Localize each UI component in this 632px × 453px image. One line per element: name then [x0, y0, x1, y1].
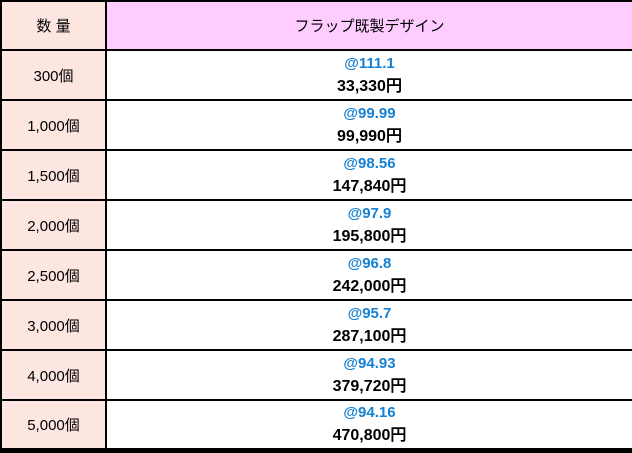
table-row: 2,000個 @97.9 195,800円 — [0, 199, 632, 251]
unit-price: @95.7 — [347, 305, 392, 322]
quantity-cell: 2,500個 — [0, 249, 107, 301]
quantity-cell: 300個 — [0, 49, 107, 101]
quantity-cell: 4,000個 — [0, 349, 107, 401]
unit-price: @111.1 — [344, 55, 395, 72]
table-row: 3,000個 @95.7 287,100円 — [0, 299, 632, 351]
unit-price: @97.9 — [347, 205, 392, 222]
unit-price: @94.16 — [343, 404, 396, 422]
price-cell: @94.93 379,720円 — [105, 349, 632, 401]
price-cell: @111.1 33,330円 — [105, 49, 632, 101]
total-price: 379,720円 — [332, 378, 407, 395]
total-price: 470,800円 — [332, 427, 407, 445]
unit-price: @96.8 — [347, 255, 392, 272]
total-price: 99,990円 — [337, 128, 402, 145]
table-header-row: 数 量 フラップ既製デザイン — [0, 0, 632, 51]
table-row: 1,000個 @99.99 99,990円 — [0, 99, 632, 151]
unit-price: @94.93 — [343, 355, 396, 372]
total-price: 147,840円 — [332, 178, 407, 195]
price-cell: @96.8 242,000円 — [105, 249, 632, 301]
quantity-cell: 3,000個 — [0, 299, 107, 351]
total-price: 33,330円 — [337, 78, 402, 95]
quantity-cell: 2,000個 — [0, 199, 107, 251]
price-cell: @94.16 470,800円 — [105, 399, 632, 451]
quantity-cell: 1,500個 — [0, 149, 107, 201]
quantity-cell: 5,000個 — [0, 399, 107, 451]
price-cell: @97.9 195,800円 — [105, 199, 632, 251]
total-price: 195,800円 — [332, 228, 407, 245]
price-cell: @99.99 99,990円 — [105, 99, 632, 151]
total-price: 287,100円 — [332, 328, 407, 345]
quantity-column-header: 数 量 — [0, 0, 107, 51]
total-price: 242,000円 — [332, 278, 407, 295]
table-row: 1,500個 @98.56 147,840円 — [0, 149, 632, 201]
table-row: 2,500個 @96.8 242,000円 — [0, 249, 632, 301]
product-column-header: フラップ既製デザイン — [105, 0, 632, 51]
price-cell: @98.56 147,840円 — [105, 149, 632, 201]
table-row: 5,000個 @94.16 470,800円 — [0, 399, 632, 451]
unit-price: @99.99 — [343, 105, 396, 122]
table-row: 4,000個 @94.93 379,720円 — [0, 349, 632, 401]
price-cell: @95.7 287,100円 — [105, 299, 632, 351]
table-row: 300個 @111.1 33,330円 — [0, 49, 632, 101]
unit-price: @98.56 — [343, 155, 396, 172]
quantity-cell: 1,000個 — [0, 99, 107, 151]
